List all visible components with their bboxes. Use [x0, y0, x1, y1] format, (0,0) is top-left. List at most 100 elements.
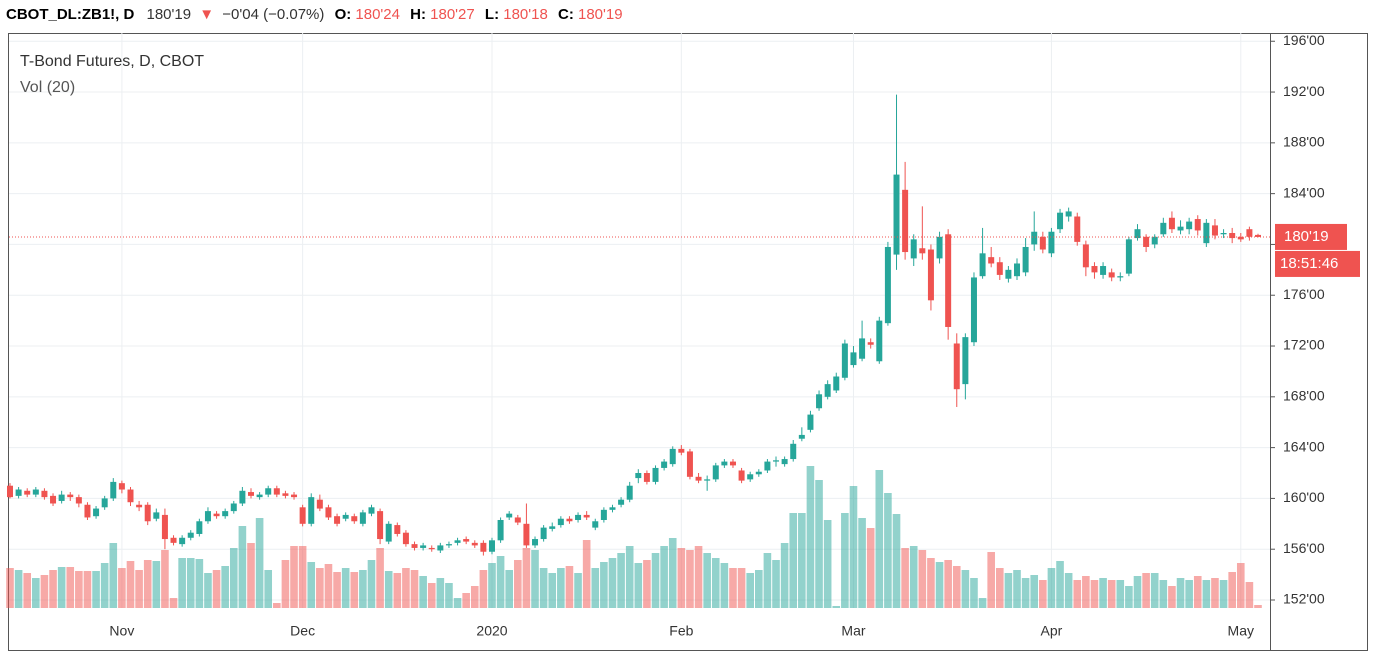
y-tick-label: 160'00 — [1283, 489, 1325, 505]
close-value: 180'19 — [578, 6, 623, 23]
candle-body — [970, 277, 977, 343]
candles — [7, 94, 1270, 556]
candle-body — [549, 526, 556, 529]
volume-bar — [625, 546, 634, 608]
volume-bar — [557, 568, 565, 608]
volume-bar — [1073, 580, 1082, 608]
candle-body — [532, 539, 539, 546]
volume-bar — [307, 562, 316, 608]
volume-bar — [617, 553, 625, 608]
volume-bar — [531, 550, 539, 608]
volume-pane — [6, 466, 1262, 608]
candle-body — [179, 537, 186, 545]
candle-body — [463, 539, 470, 542]
volume-bar — [798, 513, 806, 608]
candle-body — [729, 461, 736, 466]
last-price: 180'19 — [147, 6, 192, 23]
candle-body — [1091, 266, 1098, 273]
volume-bar — [668, 538, 677, 608]
volume-bar — [195, 559, 204, 608]
low-label: L: — [485, 6, 499, 23]
candle-body — [213, 513, 220, 517]
candle-body — [1237, 236, 1244, 240]
y-tick-label: 168'00 — [1283, 388, 1325, 404]
grid — [9, 33, 1270, 608]
volume-bar — [901, 548, 909, 608]
volume-bar — [393, 573, 402, 608]
volume-bar — [694, 546, 703, 608]
candle-body — [506, 513, 513, 518]
candle-body — [540, 527, 547, 540]
volume-bar — [1159, 580, 1168, 608]
countdown: 18:51:46 — [1280, 255, 1338, 272]
volume-bar — [32, 578, 40, 608]
y-tick-label: 156'00 — [1283, 540, 1325, 556]
volume-bar — [1150, 573, 1159, 608]
volume-bar — [83, 571, 92, 608]
volume-bar — [470, 586, 479, 608]
volume-bar — [57, 567, 66, 608]
candle-body — [437, 545, 444, 551]
volume-bar — [711, 558, 720, 608]
candle-body — [1151, 236, 1158, 245]
candle-body — [1203, 222, 1210, 244]
candle-body — [618, 499, 625, 505]
candle-body — [781, 459, 788, 465]
candle-body — [678, 448, 685, 453]
candle-body — [282, 493, 289, 496]
candle-body — [1134, 229, 1141, 239]
candle-body — [1160, 222, 1167, 235]
volume-bar — [281, 560, 290, 608]
volume-bar — [212, 570, 221, 608]
volume-bar — [376, 548, 384, 608]
volume-bar — [841, 513, 849, 608]
candle-body — [247, 492, 254, 496]
volume-bar — [1064, 573, 1073, 608]
volume-bar — [884, 493, 892, 608]
volume-bar — [600, 562, 608, 608]
candle-body — [1039, 236, 1046, 250]
candle-body — [325, 507, 332, 518]
candle-body — [256, 494, 263, 498]
volume-bar — [1254, 605, 1262, 608]
candle-body — [523, 523, 530, 546]
volume-bar — [1245, 582, 1254, 608]
candle-body — [755, 471, 762, 475]
candle-body — [153, 512, 160, 519]
candle-body — [738, 470, 745, 481]
candle-body — [979, 253, 986, 277]
volume-bar — [703, 553, 711, 608]
candle-body — [936, 236, 943, 259]
candle-body — [299, 507, 306, 524]
volume-bar — [204, 573, 212, 608]
candle-body — [609, 507, 616, 510]
candle-body — [385, 523, 392, 542]
volume-bar — [427, 583, 436, 608]
symbol: CBOT_DL:ZB1!, D — [6, 6, 134, 23]
x-tick-label: Mar — [841, 623, 865, 639]
candle-body — [454, 540, 461, 543]
candle-body — [962, 337, 969, 385]
volume-bar — [686, 550, 694, 608]
volume-bar — [832, 606, 841, 608]
volume-bar — [952, 566, 961, 608]
volume-bar — [729, 568, 737, 608]
candle-body — [110, 481, 117, 499]
open-value: 180'24 — [355, 6, 400, 23]
volume-bar — [514, 560, 522, 608]
price-label-box — [1275, 223, 1347, 250]
volume-bar — [574, 573, 582, 608]
candle-body — [368, 507, 375, 514]
close-label: C: — [558, 6, 574, 23]
candle-body — [93, 508, 100, 517]
candle-body — [626, 485, 633, 500]
volume-bar — [75, 571, 83, 608]
volume-bar — [135, 570, 143, 608]
volume-bar — [1013, 570, 1021, 608]
candle-body — [1211, 225, 1218, 236]
candle-body — [1246, 229, 1253, 237]
down-arrow: ▼ — [199, 6, 214, 23]
candle-body — [15, 489, 22, 496]
volume-bar — [995, 568, 1004, 608]
candle-body — [394, 525, 401, 534]
